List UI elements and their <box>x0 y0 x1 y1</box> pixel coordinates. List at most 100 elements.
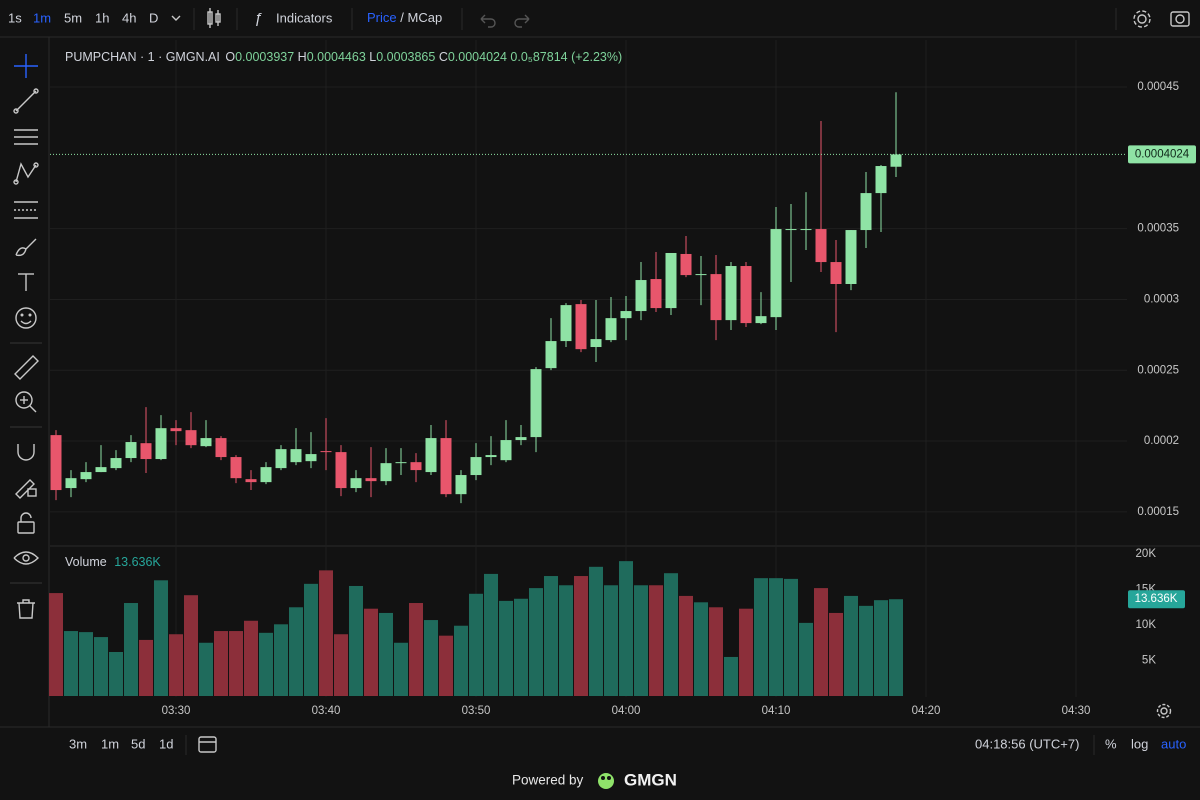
interval[interactable]: 1s <box>8 10 22 25</box>
crosshair-tool[interactable] <box>14 54 38 78</box>
ohlc-legend: PUMPCHAN · 1 · GMGN.AI O0.0003937 H0.000… <box>65 50 622 64</box>
candle-body <box>725 266 737 321</box>
volume-bar <box>484 573 498 696</box>
candle-body <box>500 440 512 461</box>
volume-bar <box>79 632 93 696</box>
legend-value: 0.0004024 <box>448 50 507 64</box>
chart-type-button[interactable] <box>207 8 221 28</box>
candle-body <box>215 438 227 458</box>
candle-body <box>365 478 377 482</box>
candle-body <box>455 475 467 495</box>
candle-body <box>440 438 452 495</box>
indicators-button[interactable]: Indicators <box>276 10 333 25</box>
volume-bar <box>109 651 123 696</box>
last-volume-label: 13.636K <box>1135 593 1178 605</box>
candle-body <box>140 443 152 460</box>
volume-tick-label: 10K <box>1136 619 1157 631</box>
top-toolbar: 1s 1m 5m 1h 4h D ƒ Indicators Price / MC… <box>8 8 1190 30</box>
indicators-icon[interactable]: ƒ <box>254 10 262 27</box>
candle-body <box>695 274 707 276</box>
brush-tool[interactable] <box>15 238 37 257</box>
candle-body <box>80 472 92 480</box>
volume-bar <box>274 624 288 696</box>
range-button[interactable]: 1m <box>101 736 119 751</box>
interval-dropdown[interactable] <box>171 15 181 21</box>
legend-label: C <box>439 50 448 64</box>
range-button[interactable]: 1d <box>159 736 173 751</box>
candle-body <box>515 437 527 441</box>
volume-bar <box>664 573 678 696</box>
volume-bar <box>634 585 648 696</box>
y-tick-label: 0.00025 <box>1137 364 1179 376</box>
volume-bar <box>319 570 333 696</box>
candle-body <box>635 280 647 312</box>
candle-body <box>275 449 287 469</box>
volume-tick-label: 5K <box>1142 655 1156 667</box>
x-tick-label: 04:00 <box>612 705 641 717</box>
y-tick-label: 0.00045 <box>1137 81 1179 93</box>
candle-body <box>890 154 902 167</box>
candle-body <box>815 229 827 263</box>
projection-tool[interactable] <box>14 201 38 219</box>
volume-bar <box>229 631 243 696</box>
candle-body <box>305 454 317 462</box>
volume-bar <box>514 598 528 696</box>
candle-body <box>95 467 107 473</box>
magnet-tool[interactable] <box>17 444 35 461</box>
volume-bar <box>259 632 273 696</box>
axis-settings-button[interactable] <box>1156 703 1172 719</box>
candle-body <box>860 193 872 231</box>
delete-tool[interactable] <box>17 599 35 619</box>
powered-by-text: Powered by <box>512 773 584 788</box>
volume-title: Volume <box>65 555 107 569</box>
range-button[interactable]: 3m <box>69 736 87 751</box>
price-toggle[interactable]: Price <box>367 10 397 25</box>
candle-body <box>620 311 632 319</box>
hide-tool[interactable] <box>13 551 39 565</box>
candle-body <box>470 457 482 476</box>
zoom-tool[interactable] <box>15 391 37 413</box>
volume-bar <box>454 625 468 696</box>
mcap-toggle[interactable]: MCap <box>408 10 443 25</box>
x-tick-label: 04:30 <box>1062 705 1091 717</box>
pattern-tool[interactable] <box>13 162 39 185</box>
change: 0.0₅87814 <box>510 50 567 64</box>
auto-toggle[interactable]: auto <box>1161 736 1186 751</box>
date-range-button[interactable] <box>198 736 217 753</box>
y-tick-label: 0.0002 <box>1144 435 1179 447</box>
legend-label: H <box>298 50 307 64</box>
candle-body <box>485 455 497 458</box>
interval[interactable]: 1h <box>95 10 109 25</box>
price-mode[interactable]: Price / MCap <box>367 10 442 25</box>
settings-button[interactable] <box>1133 10 1151 28</box>
candle-body <box>875 166 887 194</box>
volume-bar <box>304 583 318 696</box>
trend-line-tool[interactable] <box>13 88 39 114</box>
screenshot-button[interactable] <box>1170 11 1190 27</box>
interval[interactable]: 5m <box>64 10 82 25</box>
ruler-tool[interactable] <box>14 355 39 380</box>
candle-body <box>560 305 572 342</box>
fib-tool[interactable] <box>14 129 38 145</box>
range-button[interactable]: 5d <box>131 736 145 751</box>
undo-button[interactable] <box>480 14 496 28</box>
emoji-tool[interactable] <box>15 307 37 329</box>
redo-button[interactable] <box>514 14 530 28</box>
interval[interactable]: 1m <box>33 10 51 25</box>
lock-tool[interactable] <box>17 512 35 534</box>
last-price-label: 0.0004024 <box>1135 148 1190 160</box>
log-toggle[interactable]: log <box>1131 736 1148 751</box>
stay-drawing-tool[interactable] <box>15 479 37 499</box>
volume-bar <box>349 585 363 696</box>
volume-bar <box>124 603 138 696</box>
volume-bar <box>649 585 663 696</box>
interval[interactable]: 4h <box>122 10 136 25</box>
volume-bar <box>709 607 723 696</box>
text-tool[interactable] <box>18 273 34 291</box>
volume-bar <box>94 637 108 696</box>
interval[interactable]: D <box>149 10 158 25</box>
candle-body <box>245 479 257 483</box>
candle-body <box>65 478 77 489</box>
percent-toggle[interactable]: % <box>1105 736 1117 751</box>
x-tick-label: 04:10 <box>762 705 791 717</box>
